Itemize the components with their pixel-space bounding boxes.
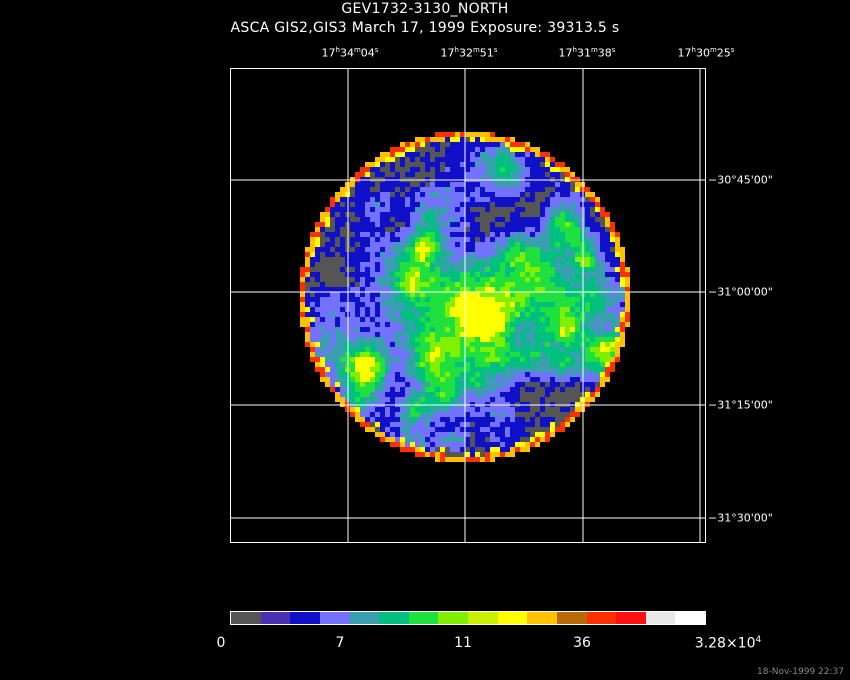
dec-label-3: −31°15'00" — [708, 398, 773, 412]
dec-label-2: −31°00'00" — [708, 285, 773, 299]
colorbar-swatch — [438, 612, 468, 624]
colorbar-swatch — [556, 612, 587, 624]
ra-label-3: 17h31m38s — [558, 46, 616, 60]
colorbar-swatch — [645, 612, 676, 624]
colorbar-swatch — [349, 612, 380, 624]
colorbar-swatch — [468, 612, 498, 624]
ra-label-2: 17h32m51s — [440, 46, 498, 60]
image-frame — [230, 68, 706, 543]
colorbar-swatch — [379, 612, 409, 624]
colorbar-label-max: 3.28×104 — [694, 635, 762, 652]
ra-label-1: 17h34m04s — [321, 46, 379, 60]
colorbar-swatch — [675, 612, 705, 624]
colorbar-label-7: 7 — [335, 635, 345, 651]
colorbar-label-11: 11 — [454, 635, 472, 651]
colorbar-swatch — [616, 612, 646, 624]
colorbar — [230, 611, 706, 625]
colorbar-swatch — [290, 612, 320, 624]
colorbar-swatch — [231, 612, 261, 624]
colorbar-swatch — [527, 612, 557, 624]
colorbar-swatch — [319, 612, 350, 624]
colorbar-label-0: 0 — [216, 635, 226, 651]
image-subtitle: ASCA GIS2,GIS3 March 17, 1999 Exposure: … — [230, 20, 620, 36]
dec-label-1: −30°45'00" — [708, 173, 773, 187]
colorbar-label-36: 36 — [573, 635, 591, 651]
ra-label-4: 17h30m25s — [677, 46, 735, 60]
timestamp: 18-Nov-1999 22:37 — [757, 667, 844, 677]
coordinate-grid — [230, 68, 706, 543]
colorbar-swatch — [408, 612, 439, 624]
colorbar-swatch — [260, 612, 291, 624]
colorbar-swatch — [586, 612, 617, 624]
image-title: GEV1732-3130_NORTH — [341, 1, 509, 17]
dec-label-4: −31°30'00" — [708, 511, 773, 525]
colorbar-swatch — [497, 612, 528, 624]
